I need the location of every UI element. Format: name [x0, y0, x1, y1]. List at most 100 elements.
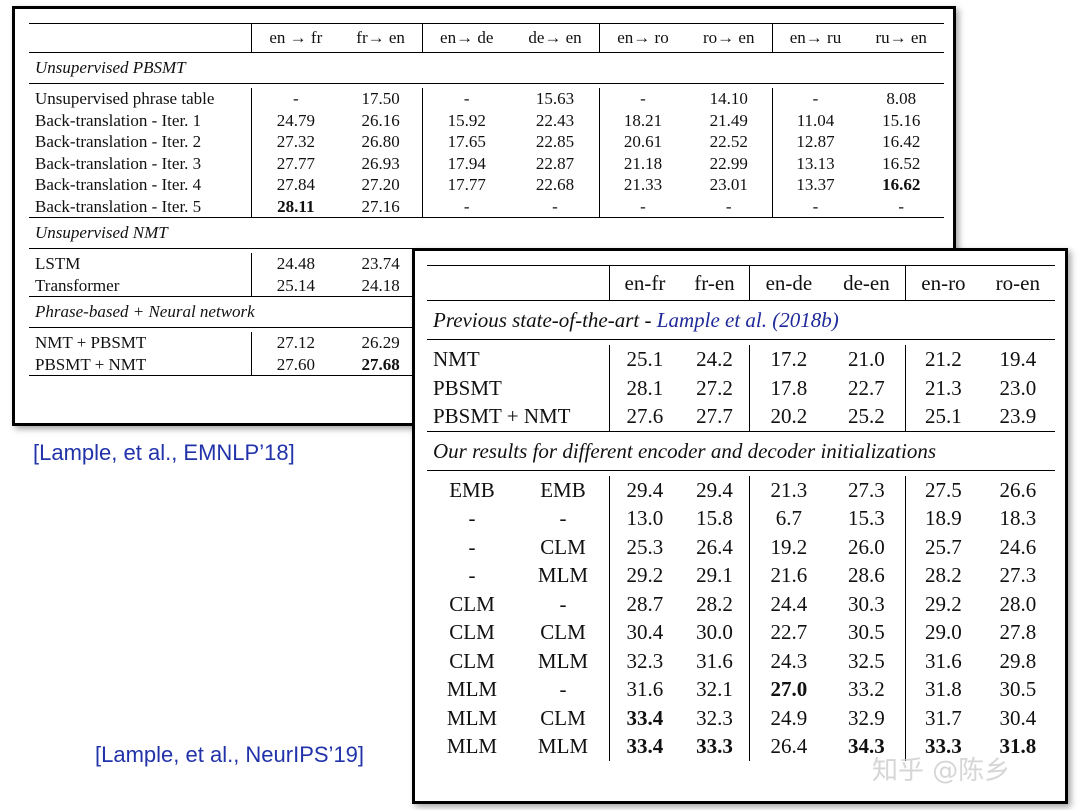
cell: 25.1	[905, 402, 981, 431]
section-title-row: Unsupervised PBSMT	[29, 53, 944, 84]
cell: 13.0	[608, 504, 680, 533]
section-title: Unsupervised NMT	[29, 217, 944, 249]
cell: 28.2	[696, 591, 733, 616]
cell: 26.93	[361, 153, 400, 173]
table-row: NMT 25.1 24.2 17.2 21.0 21.2 19.4	[427, 345, 1055, 374]
cell: 22.85	[535, 132, 575, 151]
table-row: CLM MLM 32.3 31.6 24.3 32.5 31.6 29.8	[427, 646, 1055, 675]
cell: 25.7	[905, 532, 981, 561]
cell: 32.3	[696, 705, 733, 730]
table-header-row: en-fr fr-en en-de de-en en-ro ro-en	[427, 265, 1055, 301]
cell: 21.3	[905, 373, 981, 402]
encoder-cell: -	[468, 534, 476, 559]
citation-link[interactable]: Lample et al. (2018b)	[656, 308, 839, 332]
row-label: Transformer	[35, 275, 120, 295]
cell: 29.0	[905, 618, 981, 647]
encoder-cell: MLM	[446, 705, 498, 730]
best-score: 28.11	[277, 196, 315, 216]
cell: 29.4	[608, 475, 680, 504]
decoder-cell: MLM	[537, 563, 589, 587]
header-cell: de→ en	[510, 23, 600, 53]
cell: 17.2	[749, 345, 828, 374]
best-score: 16.62	[882, 175, 921, 194]
row-label: PBSMT + NMT	[29, 353, 252, 376]
cell-best: 33.4	[608, 703, 680, 732]
cell: 22.7	[749, 618, 828, 647]
cell: 22.87	[535, 153, 575, 173]
table-row: MLM MLM 33.4 33.3 26.4 34.3 33.3 31.8	[427, 732, 1055, 761]
cell: 24.4	[749, 589, 828, 618]
row-label: Back-translation - Iter. 1	[35, 110, 202, 130]
encoder-cell: MLM	[446, 677, 498, 701]
header-cell: en-ro	[905, 265, 981, 301]
table-row: Unsupervised phrase table - 17.50 - 15.6…	[29, 88, 944, 110]
cell-best: 33.3	[905, 732, 981, 761]
decoder-cell: -	[559, 677, 567, 701]
header-cell: en-fr	[608, 265, 680, 301]
row-label: LSTM	[35, 254, 81, 273]
cell: 25.14	[250, 274, 340, 297]
encoder-cell: CLM	[449, 648, 495, 673]
cell: 27.6	[608, 402, 680, 431]
cell: 29.2	[608, 561, 680, 590]
cell: 27.8	[999, 620, 1037, 644]
row-label: Back-translation - Iter. 3	[35, 153, 202, 173]
cell: 26.80	[361, 132, 400, 151]
cell: -	[898, 196, 905, 216]
cell: 30.0	[696, 620, 733, 644]
row-label: Back-translation - Iter. 5	[35, 196, 202, 216]
cell: 28.7	[608, 589, 680, 618]
cell: 16.52	[882, 153, 921, 173]
table-row: CLM - 28.7 28.2 24.4 30.3 29.2 28.0	[427, 589, 1055, 618]
header-cell: fr→ en	[339, 23, 423, 53]
table-row: - CLM 25.3 26.4 19.2 26.0 25.7 24.6	[427, 532, 1055, 561]
cell: 23.01	[709, 175, 748, 194]
best-score: 33.4	[626, 705, 664, 730]
cell: 17.65	[421, 131, 511, 153]
cell: 28.0	[999, 591, 1037, 616]
row-label: Back-translation - Iter. 2	[35, 132, 202, 151]
cell: 17.8	[749, 373, 828, 402]
cell: 22.99	[709, 153, 748, 173]
cell: 16.42	[882, 132, 921, 151]
best-score: 33.4	[626, 734, 664, 758]
cell: 21.6	[749, 561, 828, 590]
cell: 15.63	[535, 89, 575, 108]
cell: 23.74	[361, 254, 400, 273]
cell: 14.10	[709, 89, 748, 108]
cell: 17.94	[421, 152, 511, 174]
cell: 32.9	[848, 705, 885, 730]
cell: -	[421, 195, 511, 218]
header-cell	[29, 23, 252, 53]
best-score: 31.8	[999, 734, 1037, 758]
cell: 33.2	[848, 677, 885, 701]
section-title-row: Unsupervised NMT	[29, 217, 944, 249]
cell: 24.9	[749, 703, 828, 732]
table-header-row: en → fr fr→ en en→ de de→ en en→ ro ro→ …	[29, 23, 944, 53]
section-title: Our results for different encoder and de…	[427, 430, 1055, 470]
cell-best: 33.4	[608, 732, 680, 761]
table-row: MLM CLM 33.4 32.3 24.9 32.9 31.7 30.4	[427, 703, 1055, 732]
cell-best: 27.68	[339, 353, 423, 376]
reference-emnlp18: [Lample, et al., EMNLP’18]	[33, 440, 295, 465]
cell: 24.2	[696, 347, 733, 371]
section-title: Previous state-of-the-art - Lample et al…	[427, 300, 1055, 340]
cell: 20.61	[599, 131, 686, 153]
row-label: Back-translation - Iter. 4	[35, 175, 202, 194]
cell: 26.4	[749, 732, 828, 761]
table-row: EMB EMB 29.4 29.4 21.3 27.3 27.5 26.6	[427, 475, 1055, 504]
cell: 28.2	[905, 561, 981, 590]
cell: 15.92	[421, 109, 511, 131]
table-row: PBSMT 28.1 27.2 17.8 22.7 21.3 23.0	[427, 373, 1055, 402]
cell: -	[725, 196, 732, 216]
header-cell: en→ ru	[771, 23, 859, 53]
row-label: NMT + PBSMT	[35, 333, 147, 352]
table-row: MLM - 31.6 32.1 27.0 33.2 31.8 30.5	[427, 675, 1055, 704]
cell: -	[771, 195, 859, 218]
cell: 32.3	[608, 646, 680, 675]
header-cell: en → fr	[250, 23, 340, 53]
cell: -	[552, 196, 558, 216]
cell: 17.77	[421, 174, 511, 196]
decoder-cell: -	[559, 506, 567, 530]
cell: 26.16	[361, 110, 400, 130]
